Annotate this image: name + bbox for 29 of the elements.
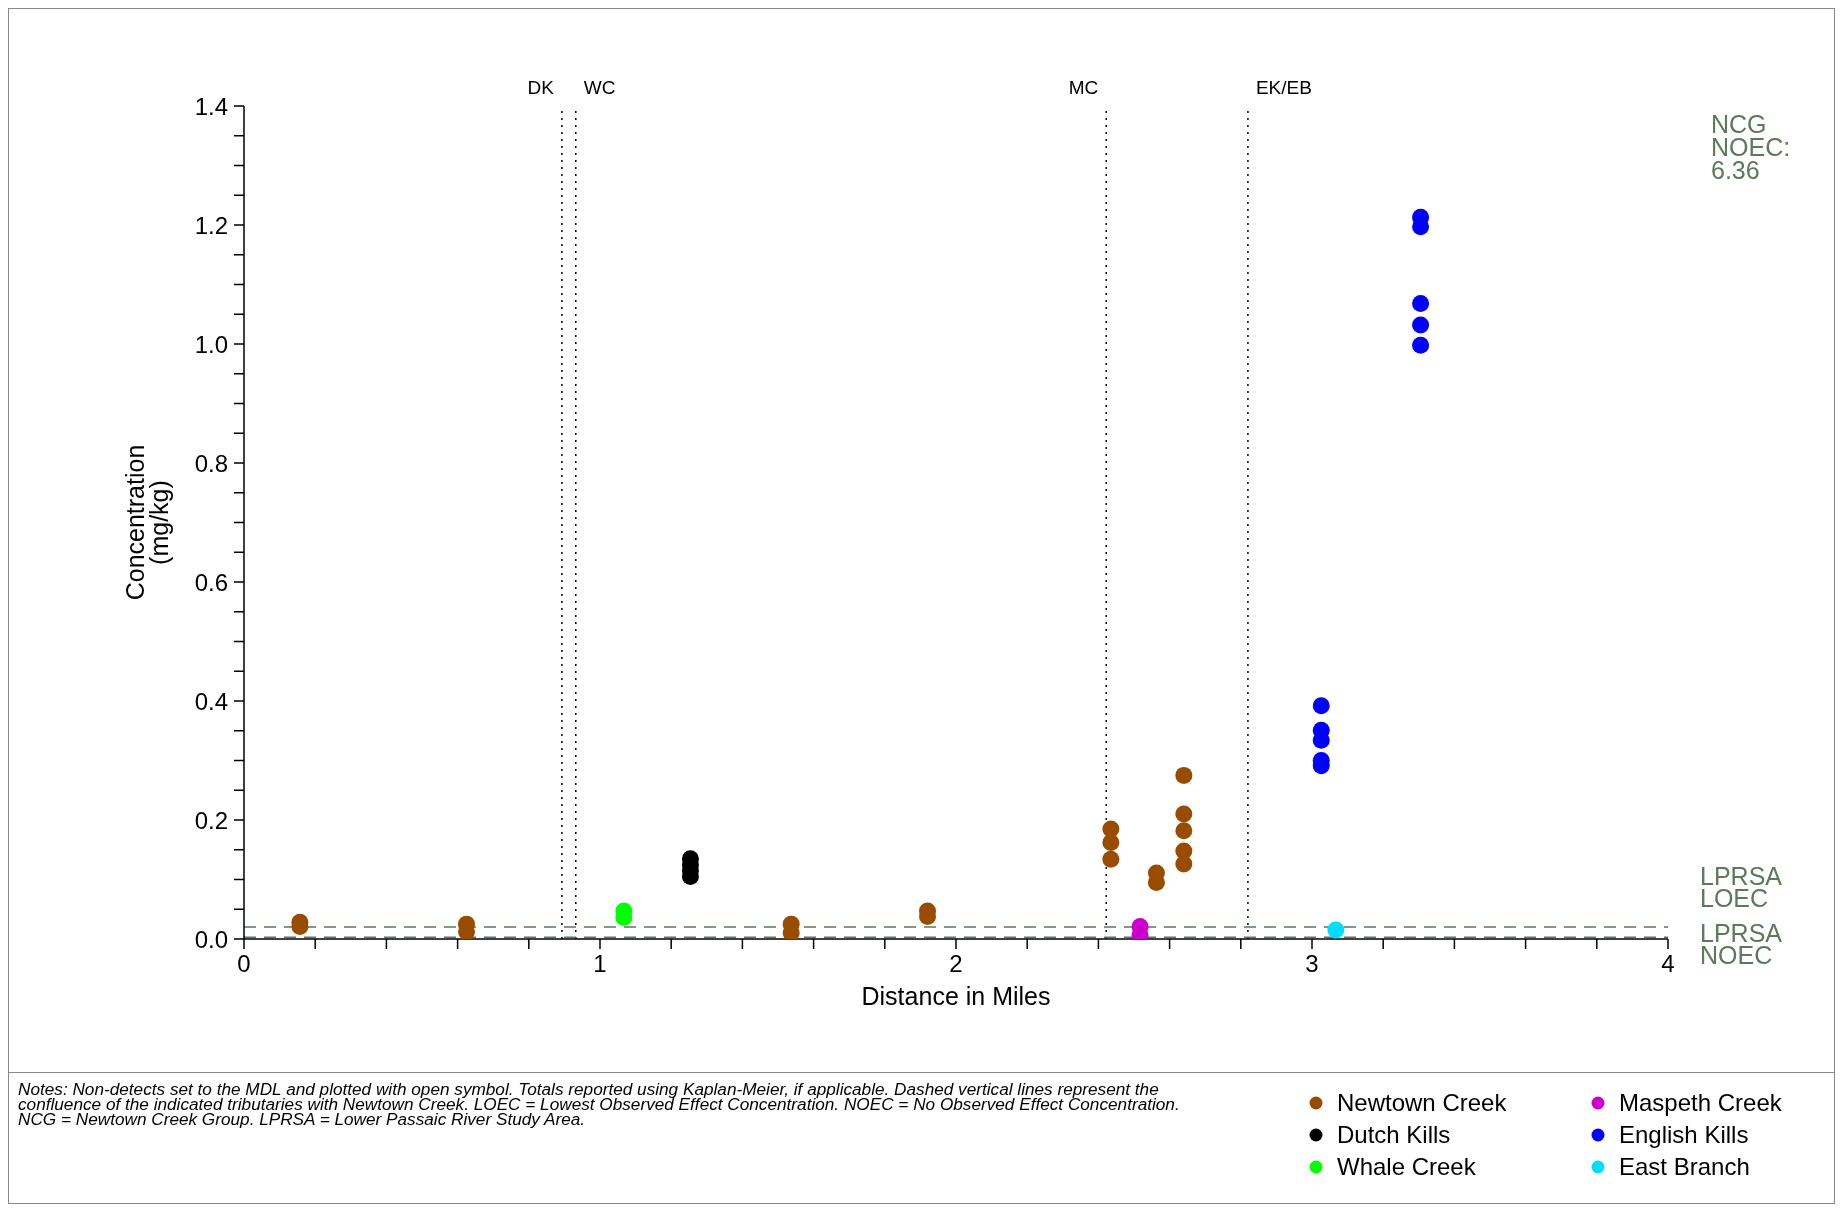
legend-label: Maspeth Creek [1619,1089,1782,1117]
ref-line-label: EK/EB [1255,77,1312,98]
x-tick-label: 4 [1661,950,1675,978]
y-tick-label: 1.2 [194,211,228,239]
y-tick-label: 0.0 [194,925,228,953]
legend-label: Newtown Creek [1337,1089,1507,1117]
x-tick-label: 2 [949,950,963,978]
y-tick-label: 0.2 [194,806,228,834]
y-tick-label: 0.4 [194,687,228,715]
y-axis-title: Concentration (mg/kg) [121,444,173,601]
x-tick-label: 1 [593,950,607,978]
y-tick-label: 0.6 [194,568,228,596]
legend-label: Dutch Kills [1337,1121,1451,1149]
ref-line-label: LPRSA NOEC [1700,919,1783,970]
ref-line-label: LPRSA LOEC [1700,862,1783,913]
ref-line-label: DK [527,77,555,98]
ref-line-label: WC [583,77,616,98]
ref-line-label: MC [1068,77,1099,98]
legend-label: East Branch [1619,1153,1750,1181]
legend-label: English Kills [1619,1121,1749,1149]
y-tick-label: 1.0 [194,330,228,358]
x-tick-label: 3 [1305,950,1319,978]
y-tick-label: 1.4 [194,92,228,120]
text: Notes: Non-detects set to the MDL and plotted with open symbol. Totals reported using Kaplan-Meier, if applicable. Dashed vertical lines represent the confluence of the indicated tributaries with Newtown Creek. LOEC = Lowest Observed Effect Concentration. NOEC = No Observed Effect Concentration. NCG = Newtown Creek Group. LPRSA = Lower Passaic River Study Area. [18,1079,1181,1129]
legend-label: Whale Creek [1337,1153,1476,1181]
y-tick-label: 0.8 [194,449,228,477]
x-axis-title: Distance in Miles [861,982,1051,1010]
text: NCG NOEC: 6.36 [1711,110,1791,184]
x-tick-label: 0 [237,950,251,978]
